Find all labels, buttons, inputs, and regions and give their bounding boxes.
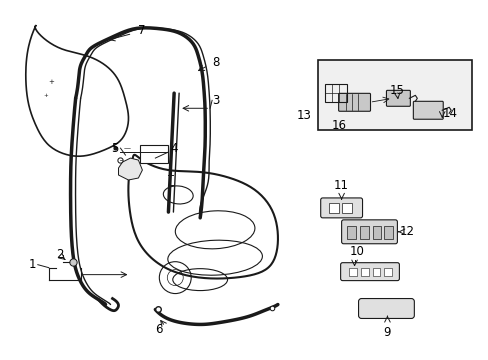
Text: 3: 3: [212, 94, 219, 107]
Bar: [372, 268, 380, 276]
Text: 16: 16: [331, 119, 346, 132]
Text: 7: 7: [138, 24, 145, 37]
Bar: [384, 226, 393, 239]
FancyBboxPatch shape: [338, 93, 370, 111]
Bar: [324, 84, 346, 102]
FancyBboxPatch shape: [320, 198, 362, 218]
Text: 15: 15: [388, 84, 404, 97]
Bar: [140, 145, 168, 163]
Text: 1: 1: [28, 258, 36, 271]
Text: 4: 4: [170, 141, 178, 155]
Bar: [360, 268, 368, 276]
Text: 8: 8: [212, 56, 219, 69]
Bar: [328, 203, 338, 213]
Bar: [348, 268, 356, 276]
Text: 5: 5: [111, 141, 118, 155]
FancyBboxPatch shape: [412, 101, 442, 119]
Text: 14: 14: [441, 107, 456, 120]
FancyBboxPatch shape: [386, 90, 409, 106]
FancyArrowPatch shape: [173, 93, 179, 212]
FancyBboxPatch shape: [358, 298, 413, 319]
Bar: [384, 268, 392, 276]
Text: —: —: [123, 145, 130, 151]
Text: 6: 6: [155, 323, 162, 336]
Bar: [341, 203, 351, 213]
Bar: [359, 226, 368, 239]
Text: 11: 11: [333, 179, 348, 192]
Bar: [346, 226, 355, 239]
FancyArrowPatch shape: [168, 93, 174, 212]
FancyBboxPatch shape: [341, 220, 397, 244]
Text: 2: 2: [56, 248, 63, 261]
Bar: [372, 226, 381, 239]
Bar: [317, 60, 471, 130]
FancyBboxPatch shape: [340, 263, 399, 280]
Text: 12: 12: [399, 225, 413, 238]
Text: +: +: [48, 79, 54, 85]
Text: 13: 13: [296, 109, 311, 122]
Text: +: +: [43, 93, 48, 98]
Text: 9: 9: [383, 327, 390, 339]
Text: 10: 10: [349, 245, 364, 258]
Polygon shape: [118, 158, 142, 180]
